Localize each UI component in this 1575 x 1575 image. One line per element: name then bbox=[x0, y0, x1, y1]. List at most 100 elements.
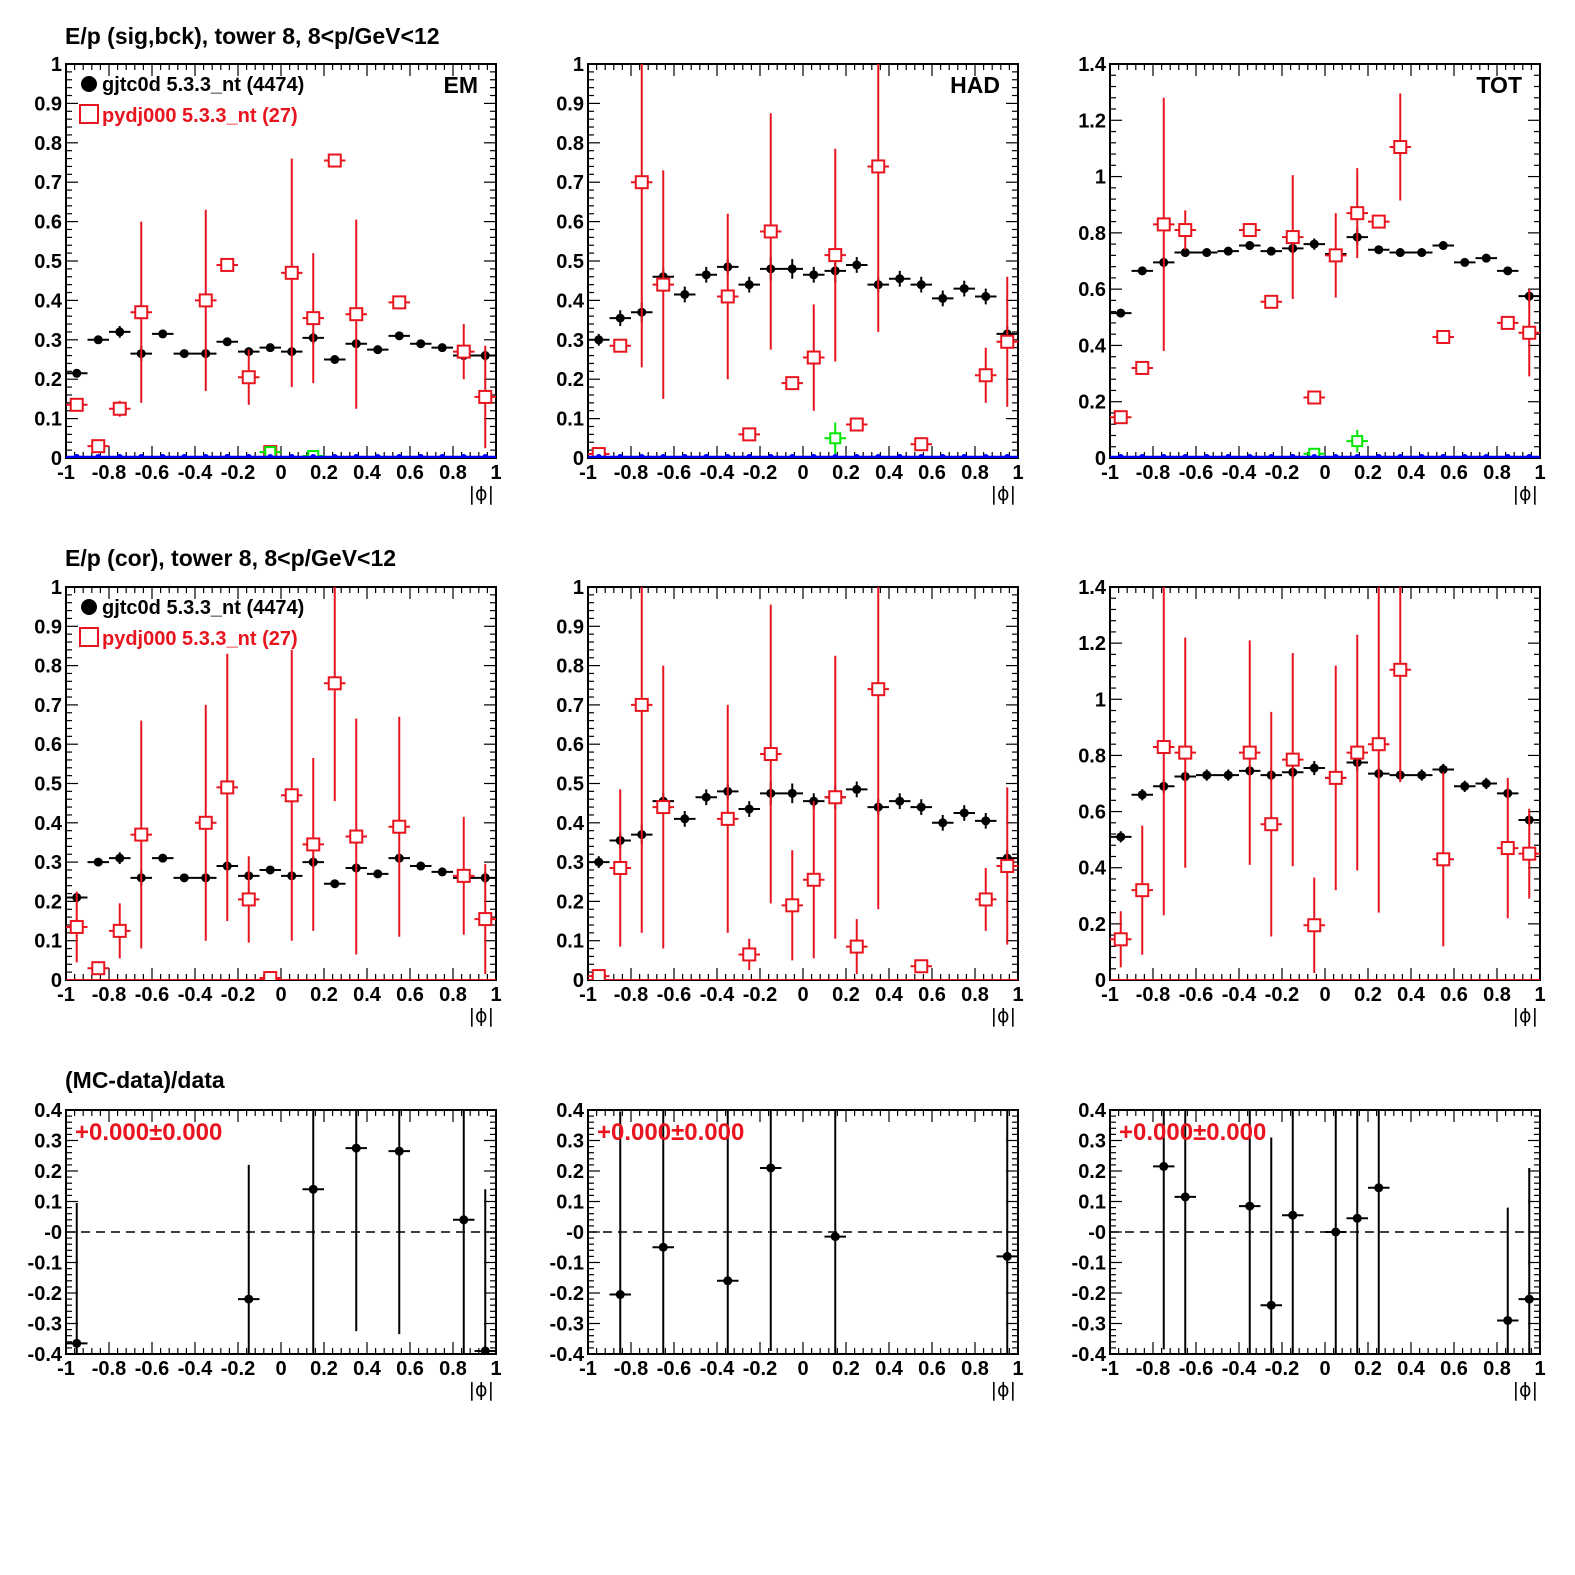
y-tick-label: 1.4 bbox=[1078, 577, 1107, 599]
x-tick-label: -0.6 bbox=[135, 1358, 169, 1380]
y-tick-label: 0.3 bbox=[556, 1131, 584, 1153]
mc-point bbox=[742, 947, 757, 962]
legend-data-label: gjtc0d 5.3.3_nt (4474) bbox=[102, 74, 304, 96]
x-tick-label: 0.2 bbox=[310, 462, 338, 484]
data-point bbox=[959, 808, 969, 818]
y-tick-label: 0.4 bbox=[34, 1100, 63, 1122]
y-tick-label: -0 bbox=[44, 1222, 62, 1244]
data-point bbox=[938, 293, 948, 303]
mc-point bbox=[1264, 294, 1279, 309]
y-tick-label: -0.3 bbox=[28, 1314, 62, 1336]
x-tick-label: 0.8 bbox=[439, 984, 467, 1006]
mc-point bbox=[91, 961, 106, 976]
mc-point bbox=[806, 872, 821, 887]
ratio-point bbox=[766, 1163, 776, 1173]
y-tick-label: -0.4 bbox=[1072, 1344, 1107, 1366]
mc-point bbox=[914, 959, 929, 974]
data-point bbox=[1223, 246, 1233, 256]
data-point bbox=[787, 788, 797, 798]
y-tick-label: 0.6 bbox=[1078, 802, 1106, 824]
ratio-point bbox=[1331, 1227, 1341, 1237]
mc-point bbox=[871, 682, 886, 697]
y-tick-label: -0.2 bbox=[550, 1283, 584, 1305]
x-tick-label: 0.6 bbox=[396, 1358, 424, 1380]
bck-point bbox=[1289, 454, 1296, 458]
y-tick-label: 0.6 bbox=[556, 734, 584, 756]
y-tick-label: -0.2 bbox=[1072, 1283, 1106, 1305]
mc-point bbox=[198, 815, 213, 830]
bck-point bbox=[1332, 454, 1339, 458]
x-tick-label: 0.8 bbox=[961, 1358, 989, 1380]
data-point bbox=[437, 867, 447, 877]
mc-point bbox=[1500, 315, 1515, 330]
x-tick-label: -0.2 bbox=[743, 1358, 777, 1380]
x-tick-label: 0.6 bbox=[396, 984, 424, 1006]
bck-point bbox=[1526, 454, 1533, 458]
x-axis-label: |ϕ| bbox=[991, 483, 1016, 505]
bck-point bbox=[417, 454, 424, 458]
mc-point bbox=[1113, 932, 1128, 947]
plot-frame bbox=[587, 63, 1019, 459]
mc-point bbox=[69, 919, 84, 934]
mc-point bbox=[763, 747, 778, 762]
x-axis-label: |ϕ| bbox=[469, 483, 494, 505]
x-tick-label: -0.2 bbox=[221, 1358, 255, 1380]
y-tick-label: 0.9 bbox=[34, 616, 62, 638]
row2-title: E/p (cor), tower 8, 8<p/GeV<12 bbox=[65, 545, 396, 571]
x-tick-label: -0.4 bbox=[178, 1358, 213, 1380]
bck-point bbox=[374, 454, 381, 458]
bck-point bbox=[202, 454, 209, 458]
bck-point bbox=[832, 454, 839, 458]
marks bbox=[1110, 587, 1540, 980]
x-tick-label: 0.2 bbox=[310, 984, 338, 1006]
panel-r1c3: -1 -0.8 -0.6 -0.4 -0.2 0 0.2 0.4 0.6 0.8 1 0 0.2 0.4 0… bbox=[1078, 54, 1545, 505]
data-point bbox=[1374, 245, 1384, 255]
data-point bbox=[93, 335, 103, 345]
data-point bbox=[373, 869, 383, 879]
x-tick-label: 0.4 bbox=[353, 1358, 382, 1380]
bck-point bbox=[1354, 454, 1361, 458]
x-tick-label: 0.8 bbox=[439, 1358, 467, 1380]
mc-point bbox=[1285, 230, 1300, 245]
bck-point bbox=[460, 454, 467, 458]
mc-point bbox=[1264, 817, 1279, 832]
x-tick-label: 0.8 bbox=[439, 462, 467, 484]
mc-point bbox=[91, 439, 106, 454]
ratio-point bbox=[480, 1346, 490, 1354]
legend-mc-label: pydj000 5.3.3_nt (27) bbox=[102, 628, 298, 650]
mc-point bbox=[1393, 140, 1408, 155]
bck-point bbox=[1268, 454, 1275, 458]
data-point bbox=[1417, 770, 1427, 780]
data-point bbox=[1460, 781, 1470, 791]
data-point bbox=[1395, 248, 1405, 258]
y-tick-label: 0.2 bbox=[34, 891, 62, 913]
x-tick-label: 0 bbox=[275, 984, 286, 1006]
y-tick-label: 0 bbox=[573, 448, 584, 470]
data-point bbox=[852, 784, 862, 794]
x-tick-label: 0.6 bbox=[396, 462, 424, 484]
data-point bbox=[1309, 239, 1319, 249]
x-tick-label: -0.4 bbox=[178, 462, 213, 484]
y-tick-label: 0.1 bbox=[34, 1192, 62, 1214]
mc-point bbox=[134, 305, 149, 320]
mc-point bbox=[1000, 334, 1015, 349]
panel-r3c1: -1 -0.8 -0.6 -0.4 -0.2 0 0.2 0.4 0.6 0.8 1 -0.4 -0.3… bbox=[28, 1100, 502, 1401]
x-tick-label: 0.2 bbox=[832, 462, 860, 484]
legend-mc-marker bbox=[79, 627, 99, 647]
data-point bbox=[1180, 248, 1190, 258]
data-point bbox=[1137, 266, 1147, 276]
data-point bbox=[416, 339, 426, 349]
mc-point bbox=[1371, 214, 1386, 229]
x-tick-label: -0.4 bbox=[1222, 462, 1257, 484]
x-tick-label: 0.2 bbox=[310, 1358, 338, 1380]
y-tick-label: 0.6 bbox=[556, 212, 584, 234]
bck-point bbox=[396, 454, 403, 458]
x-tick-label: 0.4 bbox=[875, 1358, 904, 1380]
x-tick-label: 0 bbox=[275, 1358, 286, 1380]
bck-point bbox=[595, 454, 602, 458]
y-tick-label: 0.1 bbox=[1078, 1192, 1106, 1214]
x-axis-label: |ϕ| bbox=[1513, 1005, 1538, 1027]
bck-point bbox=[1246, 454, 1253, 458]
mc-point bbox=[284, 788, 299, 803]
